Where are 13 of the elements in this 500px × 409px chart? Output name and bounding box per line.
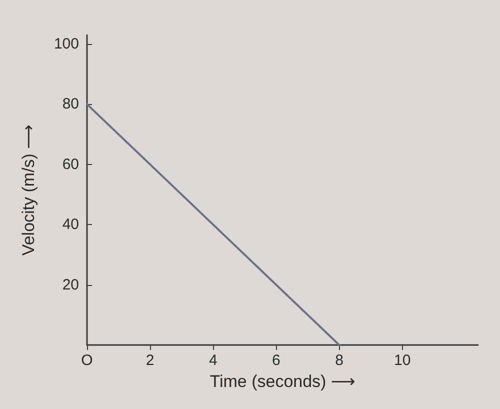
x-tick-label: 6 (272, 352, 280, 369)
x-axis-title: Time (seconds) ⟶ (210, 372, 356, 391)
x-tick-label: 8 (335, 352, 344, 369)
x-tick-label: O (81, 352, 93, 369)
y-tick-label: 100 (54, 36, 79, 53)
y-tick-label: 20 (62, 276, 79, 294)
y-tick-label: 80 (62, 96, 79, 113)
y-axis-title: Velocity (m/s) ⟶ (19, 124, 38, 256)
x-tick-label: 10 (394, 352, 411, 369)
y-tick-label: 40 (62, 216, 79, 234)
x-tick-label: 2 (146, 352, 154, 369)
x-tick-label: 4 (208, 352, 218, 369)
y-tick-label: 60 (62, 156, 79, 173)
